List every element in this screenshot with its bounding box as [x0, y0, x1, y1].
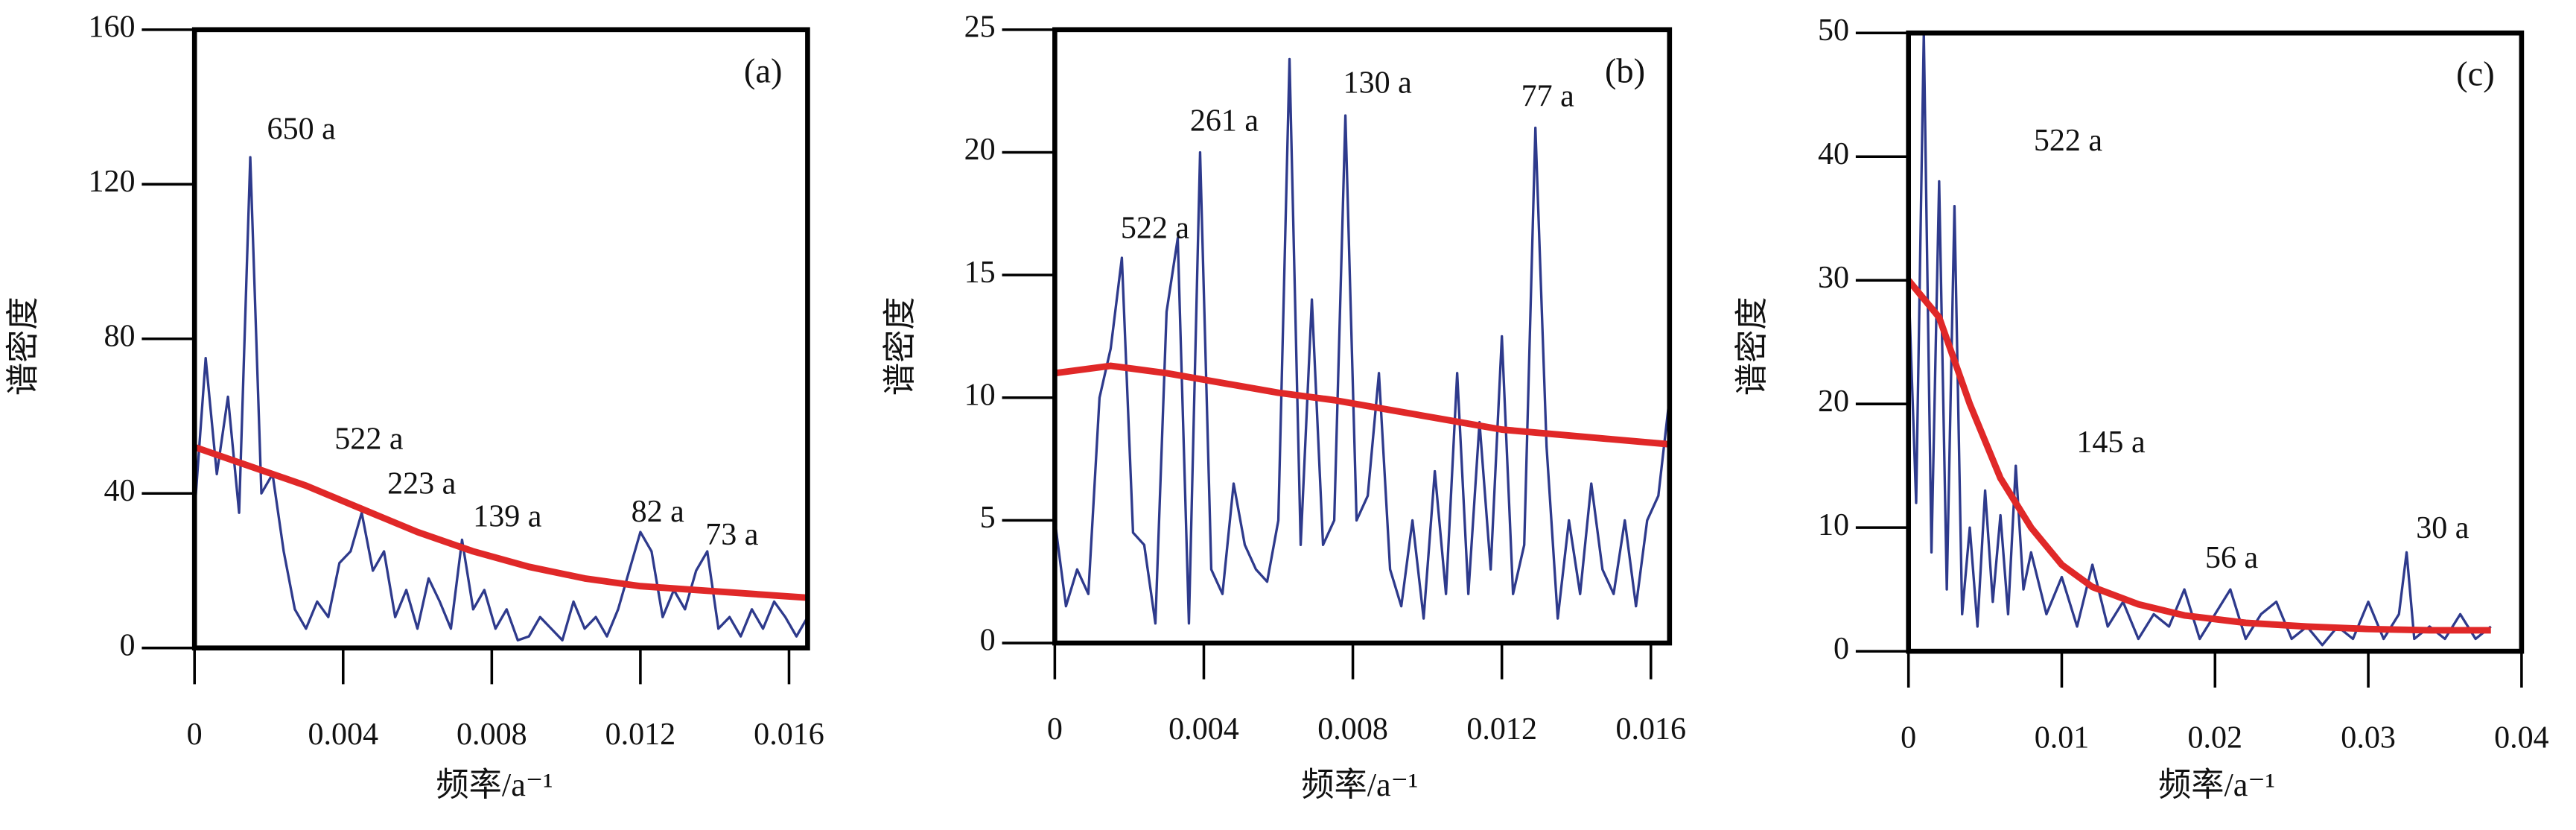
y-tick-label: 30 [1818, 261, 1849, 295]
y-tick-label: 25 [964, 10, 996, 44]
y-tick-label: 40 [1818, 137, 1849, 171]
plot-frame [1906, 30, 2525, 654]
annotation: 522 a [1121, 211, 1190, 245]
x-tick-label: 0.004 [308, 717, 378, 752]
annotation: 73 a [705, 518, 759, 552]
y-tick-label: 50 [1818, 13, 1849, 48]
spectrum-line [1053, 57, 1671, 625]
spectrum-line [1907, 31, 2492, 647]
y-tick-label: 10 [964, 378, 996, 412]
x-tick-label: 0.01 [2035, 720, 2090, 755]
x-axis-label: 频率/a⁻¹ [436, 767, 553, 803]
y-axis-label: 谱密度 [1734, 297, 1770, 396]
x-tick-label: 0.04 [2494, 720, 2549, 755]
annotation: 145 a [2076, 425, 2146, 460]
spectrum-line [193, 443, 808, 601]
x-tick-label: 0 [187, 717, 203, 752]
x-tick-label: 0.016 [754, 717, 824, 752]
annotation: 139 a [473, 500, 542, 534]
y-axis-label: 谱密度 [5, 297, 42, 396]
y-tick-label: 20 [1818, 384, 1849, 419]
x-tick-label: 0.016 [1615, 712, 1686, 747]
plot-frame [191, 27, 810, 651]
panel-label: (c) [2456, 56, 2495, 94]
annotation: 82 a [632, 495, 685, 529]
y-tick-label: 120 [88, 165, 135, 199]
annotation: 650 a [267, 113, 337, 147]
annotation: 223 a [387, 466, 457, 501]
spectrum-line [1054, 362, 1670, 448]
x-tick-label: 0.012 [605, 717, 676, 752]
y-tick-label: 15 [964, 256, 996, 290]
y-tick-label: 0 [1834, 632, 1849, 666]
y-tick-label: 0 [980, 624, 996, 658]
x-tick-label: 0.03 [2341, 720, 2396, 755]
x-tick-label: 0.004 [1168, 712, 1239, 747]
x-tick-label: 0 [1047, 712, 1063, 747]
x-tick-label: 0.008 [457, 717, 527, 752]
y-tick-label: 40 [104, 474, 136, 508]
annotation: 130 a [1343, 66, 1413, 101]
x-tick-label: 0.02 [2188, 720, 2243, 755]
panel-label: (a) [744, 52, 783, 90]
x-axis-label: 频率/a⁻¹ [2158, 767, 2275, 803]
spectrum-line [1906, 278, 2491, 634]
annotation: 77 a [1521, 79, 1575, 113]
annotation: 522 a [334, 422, 404, 457]
y-tick-label: 5 [980, 501, 996, 535]
x-tick-label: 0 [1901, 720, 1916, 755]
x-tick-label: 0.012 [1466, 712, 1537, 747]
annotation: 261 a [1190, 104, 1259, 139]
x-tick-label: 0.008 [1317, 712, 1388, 747]
y-tick-label: 20 [964, 133, 996, 167]
y-tick-label: 80 [104, 319, 136, 353]
plot-frame [1052, 27, 1673, 646]
x-axis-label: 频率/a⁻¹ [1301, 767, 1418, 803]
annotation: 30 a [2416, 511, 2470, 545]
annotation: 56 a [2205, 541, 2259, 575]
panel-label: (b) [1605, 52, 1645, 90]
spectrum-line [193, 156, 809, 641]
y-tick-label: 10 [1818, 508, 1849, 542]
y-axis-label: 谱密度 [882, 297, 918, 396]
annotation: 522 a [2034, 124, 2103, 158]
y-tick-label: 0 [120, 628, 136, 662]
y-tick-label: 160 [88, 10, 135, 44]
